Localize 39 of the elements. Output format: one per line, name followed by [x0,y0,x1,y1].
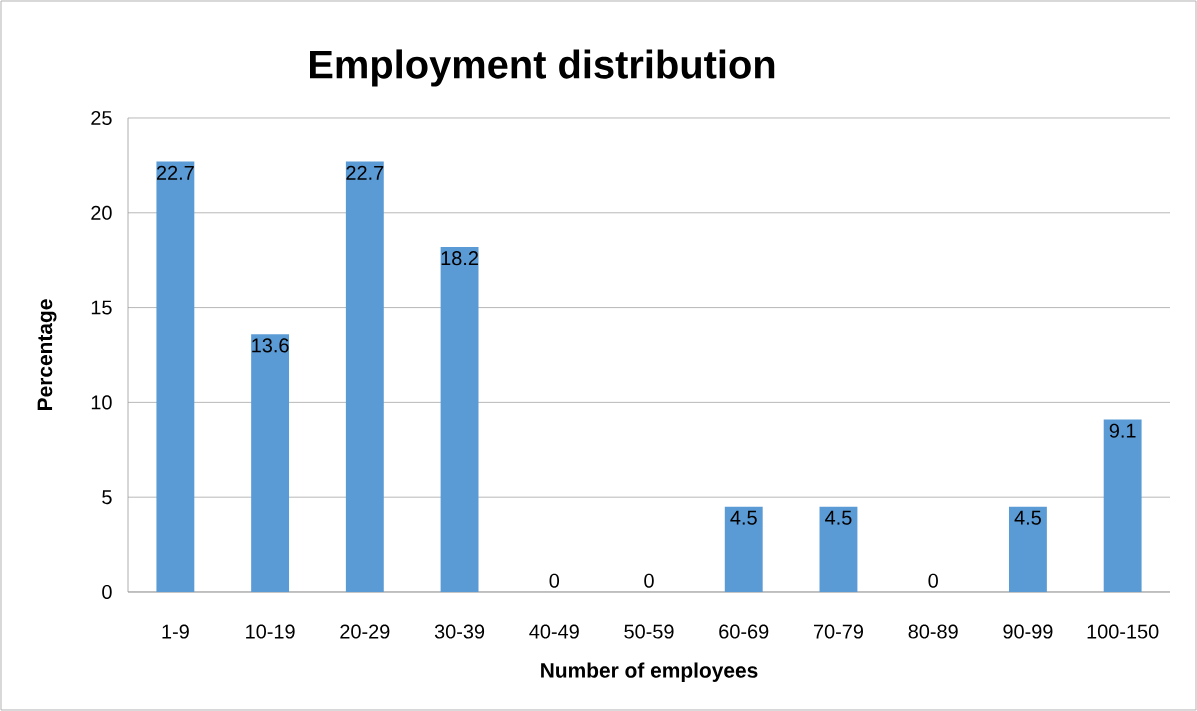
x-tick-label: 100-150 [1087,624,1159,639]
y-tick-label: 0 [102,584,112,600]
data-label: 0 [549,573,560,588]
x-tick-label: 90-99 [1003,624,1053,639]
x-tick-label: 80-89 [908,624,958,639]
data-label: 13.6 [252,338,289,353]
x-tick-label: 40-49 [529,624,579,639]
bar [156,161,195,592]
chart-title: Employment distribution [310,49,775,87]
data-label: 4.5 [825,510,852,525]
data-label: 18.2 [441,251,478,266]
x-tick-label: 70-79 [814,624,863,639]
x-tick-label: 60-69 [719,624,769,639]
data-label: 22.7 [346,165,384,180]
x-tick-label: 1-9 [162,624,189,639]
data-label: 4.5 [1014,510,1041,525]
bar [440,246,479,592]
bar [724,506,763,592]
x-axis-title: Number of employees [541,662,758,682]
bar [251,334,290,592]
y-axis-title: Percentage [37,299,57,410]
y-tick-label: 20 [91,205,112,220]
y-tick-label: 25 [91,110,112,126]
data-label: 9.1 [1109,423,1136,438]
bar [345,161,384,592]
y-tick-label: 15 [91,300,112,315]
data-label: 0 [928,573,938,588]
y-tick-label: 5 [102,490,112,505]
x-tick-label: 10-19 [246,624,295,639]
data-label: 0 [644,573,654,588]
x-tick-label: 50-59 [624,624,674,639]
y-tick-label: 10 [91,395,112,410]
data-label: 22.7 [156,165,194,180]
x-tick-label: 30-39 [434,624,485,639]
bar [819,506,858,592]
bar [1103,419,1142,592]
data-label: 4.5 [730,510,757,525]
bar [1008,506,1047,592]
x-tick-label: 20-29 [340,624,390,639]
